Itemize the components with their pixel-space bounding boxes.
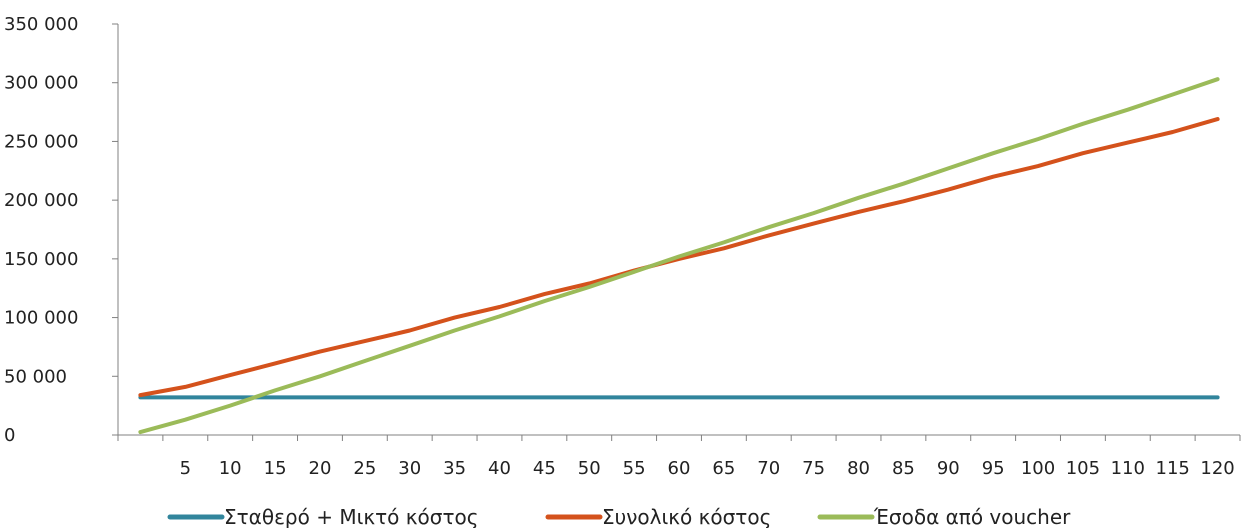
- x-tick-label: 15: [264, 458, 287, 479]
- x-tick-label: 95: [982, 458, 1005, 479]
- y-tick-label: 150 000: [4, 249, 78, 270]
- y-tick-label: 50 000: [4, 366, 67, 387]
- x-tick-label: 60: [668, 458, 691, 479]
- x-axis-ticks: 5 10 15 20 25 30 35 40 45 50 55 60 65 70 75 80 85 90 95 100…: [117, 435, 1241, 479]
- y-tick-label: 250 000: [4, 131, 78, 152]
- legend-label: Συνολικό κόστος: [602, 505, 771, 528]
- x-tick-label: 115: [1156, 458, 1190, 479]
- x-tick-label: 90: [937, 458, 960, 479]
- x-tick-label: 10: [219, 458, 242, 479]
- x-tick-label: 105: [1066, 458, 1100, 479]
- x-tick-label: 65: [712, 458, 735, 479]
- x-tick-label: 55: [623, 458, 646, 479]
- x-tick-label: 25: [353, 458, 376, 479]
- series-line-3: [138, 77, 1220, 435]
- x-tick-label: 80: [847, 458, 870, 479]
- y-tick-label: 200 000: [4, 190, 78, 211]
- series-line-2: [138, 117, 1220, 398]
- x-tick-label: 70: [757, 458, 780, 479]
- x-tick-label: 50: [578, 458, 601, 479]
- legend-label: Σταθερό + Μικτό κόστος: [224, 505, 478, 528]
- legend-label: Έσοδα από voucher: [873, 505, 1071, 528]
- x-tick-label: 5: [180, 458, 191, 479]
- x-tick-label: 45: [533, 458, 556, 479]
- y-tick-label: 0: [4, 425, 15, 446]
- x-tick-label: 20: [309, 458, 332, 479]
- y-axis-ticks: 0 50 000 100 000 150 000 200 000 250 000 300 0…: [4, 14, 118, 446]
- y-tick-label: 300 000: [4, 73, 78, 94]
- series-layer: [138, 77, 1220, 435]
- x-tick-label: 120: [1200, 458, 1234, 479]
- x-tick-label: 110: [1111, 458, 1145, 479]
- legend: Σταθερό + Μικτό κόστος Συνολικό κόστος Έσο…: [167, 505, 1071, 528]
- x-tick-label: 75: [802, 458, 825, 479]
- y-tick-label: 100 000: [4, 308, 78, 329]
- x-tick-label: 40: [488, 458, 511, 479]
- x-tick-label: 30: [398, 458, 421, 479]
- x-tick-label: 100: [1021, 458, 1055, 479]
- x-tick-label: 85: [892, 458, 915, 479]
- y-tick-label: 350 000: [4, 14, 78, 35]
- x-tick-label: 35: [443, 458, 466, 479]
